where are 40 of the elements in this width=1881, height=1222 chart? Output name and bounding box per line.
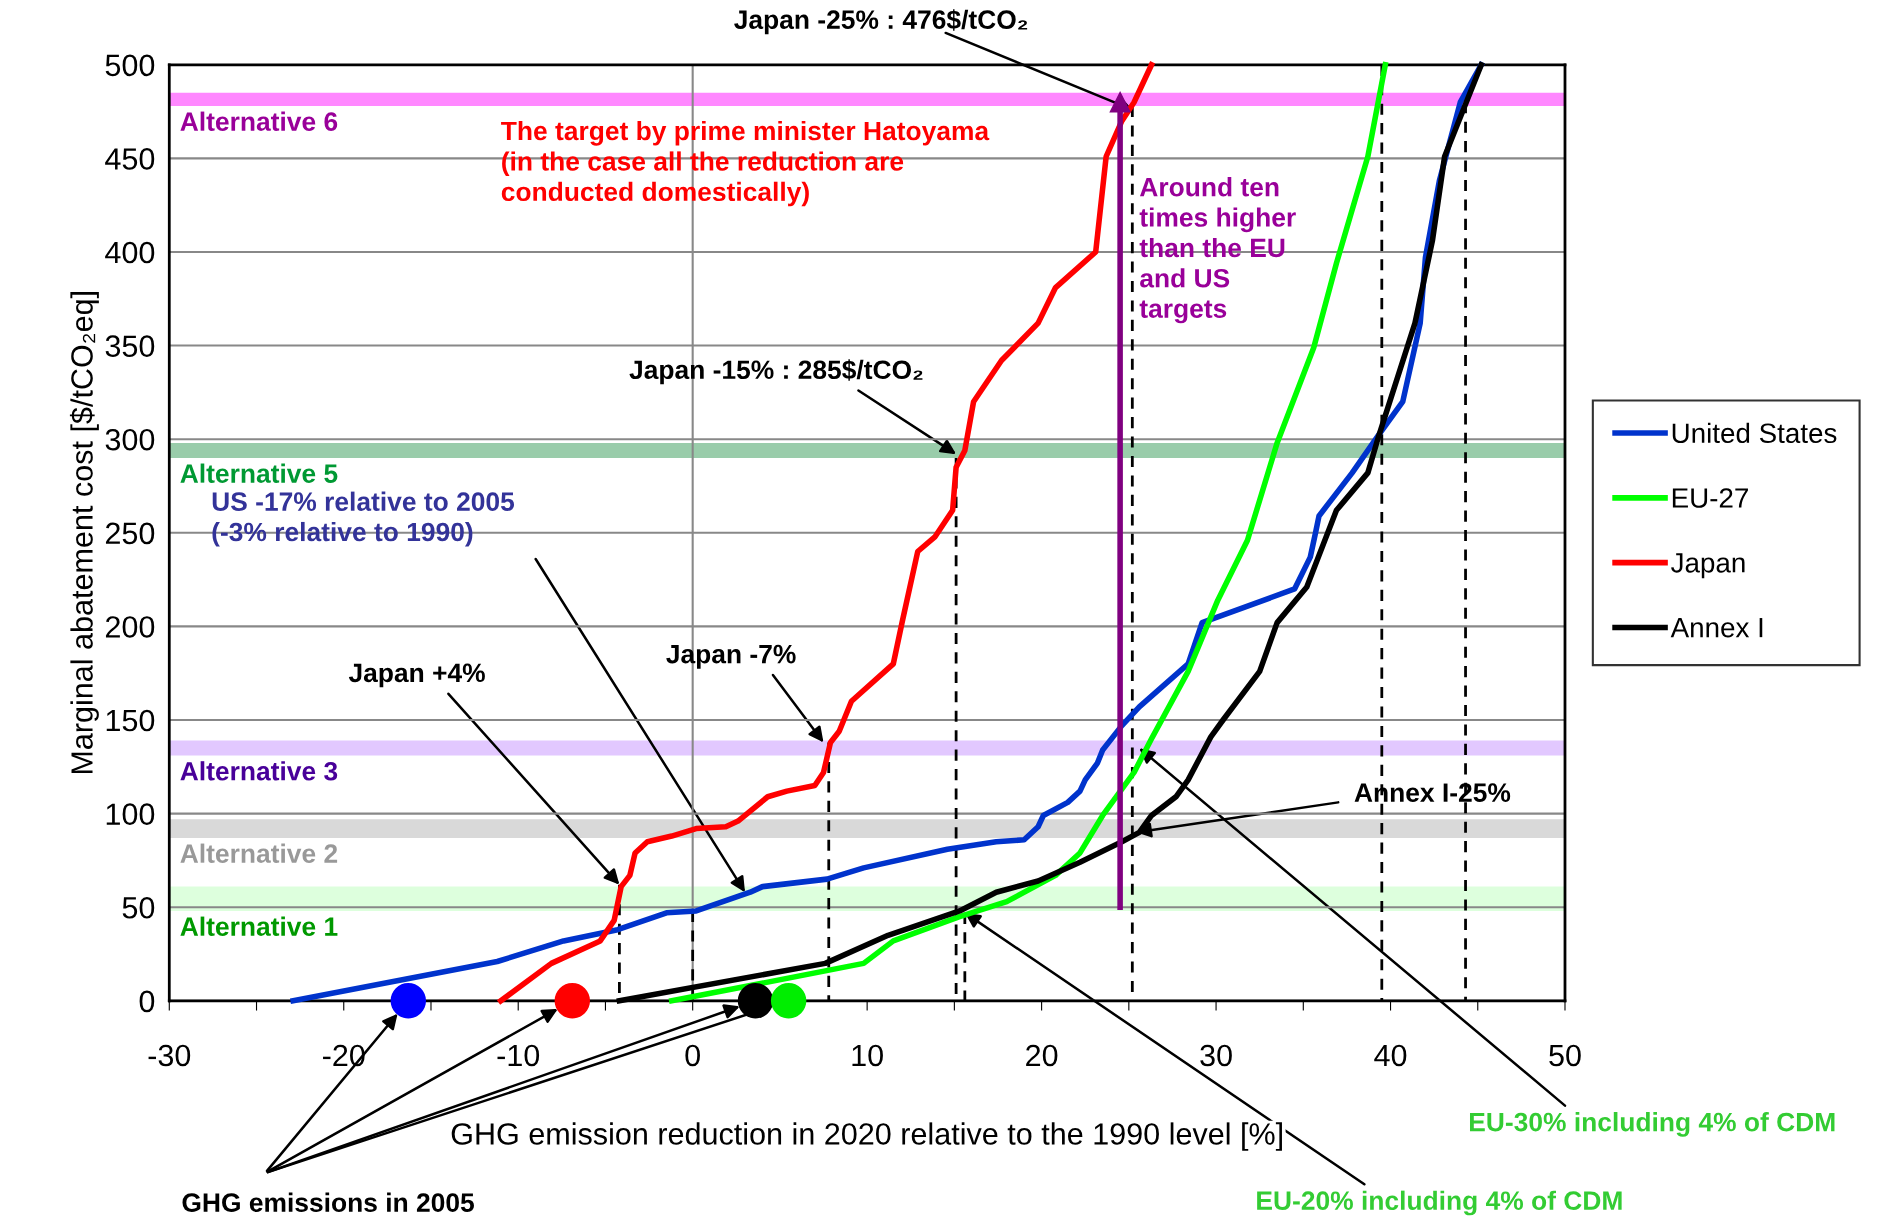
text: GHG emissions in 2005	[182, 1192, 474, 1212]
band-label: Alternative 2	[180, 843, 338, 863]
annotation: The target by prime minister Hatoyama (in the case all the reduction are conducted domestically)	[501, 120, 990, 207]
annotation: EU-20% including 4% of CDM	[1257, 1190, 1622, 1216]
x-axis-title: GHG emission reduction in 2020 relative to the 1990 level [%]	[451, 1122, 1282, 1151]
annotation: Japan -25% : 476$/tCO₂	[734, 9, 1028, 35]
x-tick-label: 30	[1200, 1044, 1232, 1067]
legend-label: EU-27	[1672, 488, 1748, 508]
x-tick-label: 50	[1549, 1044, 1581, 1067]
x-tick-label: 0	[685, 1044, 700, 1067]
annotation: EU-30% including 4% of CDM	[1470, 1112, 1835, 1137]
legend-label: United States	[1672, 422, 1837, 444]
y-tick-label: 350	[105, 335, 155, 357]
band-label: Alternative 3	[180, 761, 338, 781]
annotation: Japan -7%	[666, 644, 796, 669]
annotation: Japan +4%	[348, 663, 485, 688]
x-tick-label: -10	[497, 1044, 540, 1067]
annotation: Annex I-25%	[1354, 783, 1511, 802]
x-tick-label: 20	[1026, 1044, 1058, 1067]
y-tick-label: 300	[105, 428, 155, 451]
legend-label: Annex I	[1670, 618, 1763, 638]
y-tick-label: 100	[106, 803, 155, 825]
x-tick-label: 10	[852, 1044, 883, 1067]
x-tick-label: -30	[148, 1044, 191, 1067]
y-tick-label: 400	[105, 241, 155, 264]
y-tick-label: 0	[139, 990, 155, 1013]
band-label: Alternative 5	[180, 463, 338, 483]
band-label: Alternative 1	[180, 916, 338, 936]
x-tick-label: 40	[1374, 1044, 1407, 1067]
legend-label: Japan	[1671, 553, 1745, 579]
y-tick-label: 450	[105, 148, 155, 170]
band-label: Alternative 6	[180, 111, 338, 131]
annotation: Japan -15% : 285$/tCO₂	[629, 359, 923, 385]
y-tick-label: 200	[105, 616, 155, 638]
y-tick-label: 150	[106, 709, 155, 732]
annotation: Around ten times higher than the EU and US targets	[1139, 177, 1296, 324]
y-tick-label: 500	[105, 54, 155, 77]
y-tick-label: 50	[122, 896, 155, 919]
y-axis-title: Marginal abatement cost [$/tCO₂eq]	[69, 292, 99, 774]
y-tick-label: 250	[105, 522, 155, 545]
